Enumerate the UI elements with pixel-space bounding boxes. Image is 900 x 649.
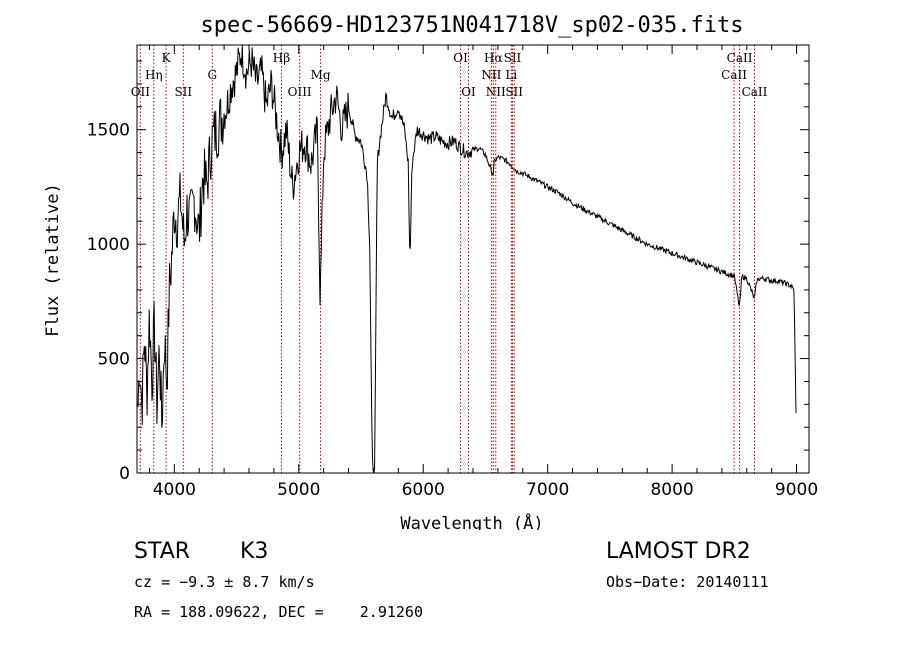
y-tick-label: 1000 (87, 235, 130, 255)
line-marker-label: OI (461, 85, 476, 99)
y-tick-label: 500 (98, 350, 130, 370)
y-tick-label: 0 (119, 464, 130, 484)
x-tick-label: 5000 (277, 480, 320, 500)
line-marker-label: OII (131, 85, 151, 99)
x-axis-label: Wavelength (Å) (400, 512, 543, 530)
y-axis-label: Flux (relative) (43, 183, 63, 337)
object-class: STAR (134, 539, 191, 564)
x-tick-label: 8000 (650, 480, 693, 500)
line-marker-label: CaII (721, 68, 747, 82)
line-marker-label: SII (504, 51, 522, 65)
x-tick-label: 4000 (153, 480, 196, 500)
line-marker-label: Hβ (273, 51, 290, 65)
line-marker-label: K (162, 51, 172, 65)
x-tick-label: 9000 (775, 480, 818, 500)
plot-frame (136, 44, 810, 474)
obs-date: Obs−Date: 20140111 (606, 573, 769, 591)
line-marker-label: Li (505, 68, 517, 82)
spectrum-chart: spec-56669-HD123751N041718V_sp02-035.fit… (43, 13, 818, 530)
line-marker-label: NII (486, 85, 506, 99)
x-tick-label: 7000 (526, 480, 569, 500)
x-tick-label: 6000 (402, 480, 445, 500)
redshift-cz: cz = −9.3 ± 8.7 km/s (134, 573, 315, 591)
line-marker-label: NII (481, 68, 501, 82)
line-marker-label: CaII (742, 85, 768, 99)
line-marker-label: G (207, 68, 217, 82)
line-marker-label: OI (453, 51, 468, 65)
line-marker-label: Hα (484, 51, 503, 65)
line-marker-label: OIII (288, 85, 312, 99)
line-marker-label: SII (505, 85, 523, 99)
y-tick-label: 1500 (87, 121, 130, 141)
survey-label: LAMOST DR2 (606, 539, 751, 564)
line-marker-label: CaII (727, 51, 753, 65)
spectrum-series-line (137, 44, 797, 474)
line-marker-label: Mg (311, 68, 331, 82)
line-marker-label: Hη (145, 68, 163, 82)
coordinates: RA = 188.09622, DEC = 2.91260 (134, 603, 423, 621)
chart-title: spec-56669-HD123751N041718V_sp02-035.fit… (200, 13, 743, 38)
line-marker-label: SII (174, 85, 192, 99)
subclass: K3 (240, 539, 269, 564)
